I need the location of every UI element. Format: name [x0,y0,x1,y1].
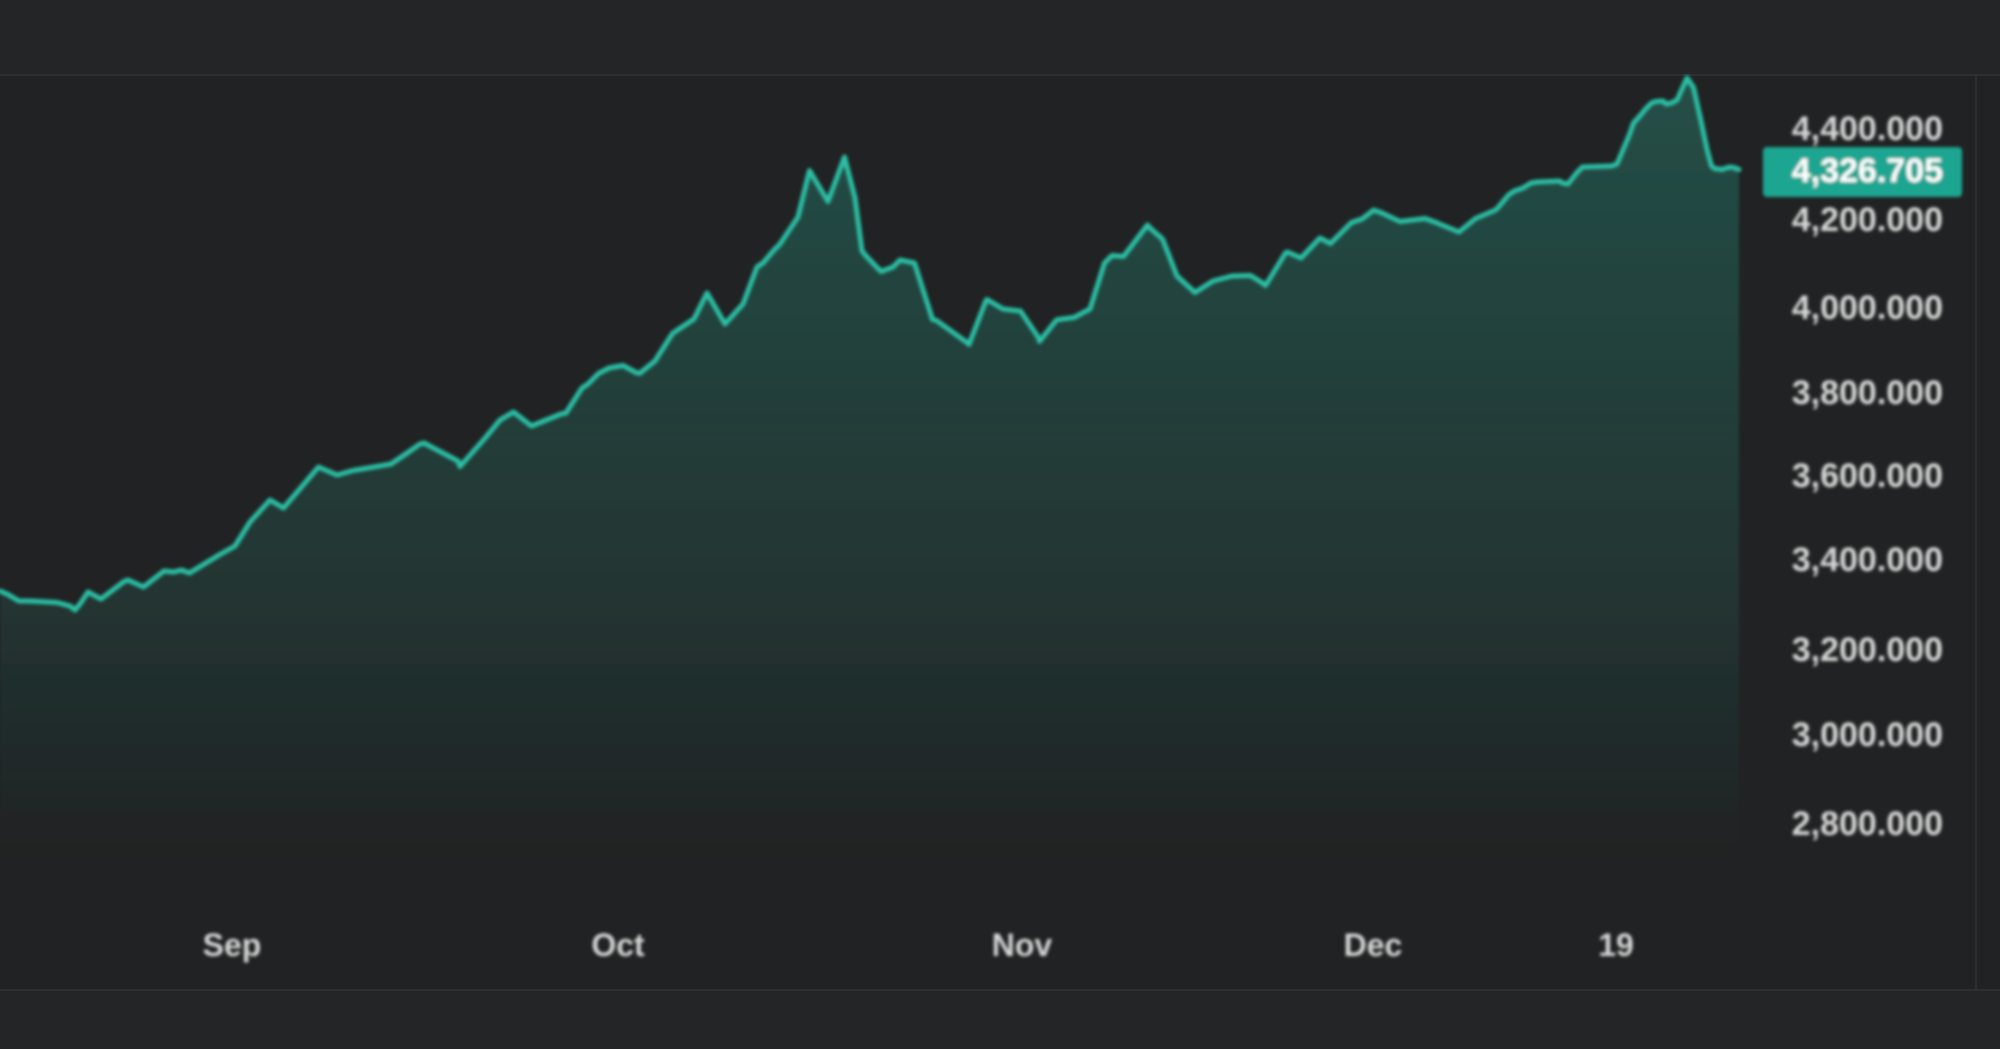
svg-text:4,400.000: 4,400.000 [1792,110,1943,148]
svg-text:4,200.000: 4,200.000 [1792,201,1943,239]
svg-text:Oct: Oct [591,927,645,963]
svg-text:3,600.000: 3,600.000 [1792,457,1943,495]
svg-text:Nov: Nov [992,927,1053,963]
svg-text:19: 19 [1598,927,1634,963]
svg-text:3,200.000: 3,200.000 [1792,631,1943,669]
svg-text:Dec: Dec [1344,927,1403,963]
svg-text:3,000.000: 3,000.000 [1792,716,1943,754]
svg-text:4,326.705: 4,326.705 [1792,152,1943,190]
svg-text:Sep: Sep [203,927,262,963]
svg-text:3,400.000: 3,400.000 [1792,541,1943,579]
svg-text:2,800.000: 2,800.000 [1792,805,1943,843]
svg-text:4,000.000: 4,000.000 [1792,289,1943,327]
svg-text:3,800.000: 3,800.000 [1792,374,1943,412]
